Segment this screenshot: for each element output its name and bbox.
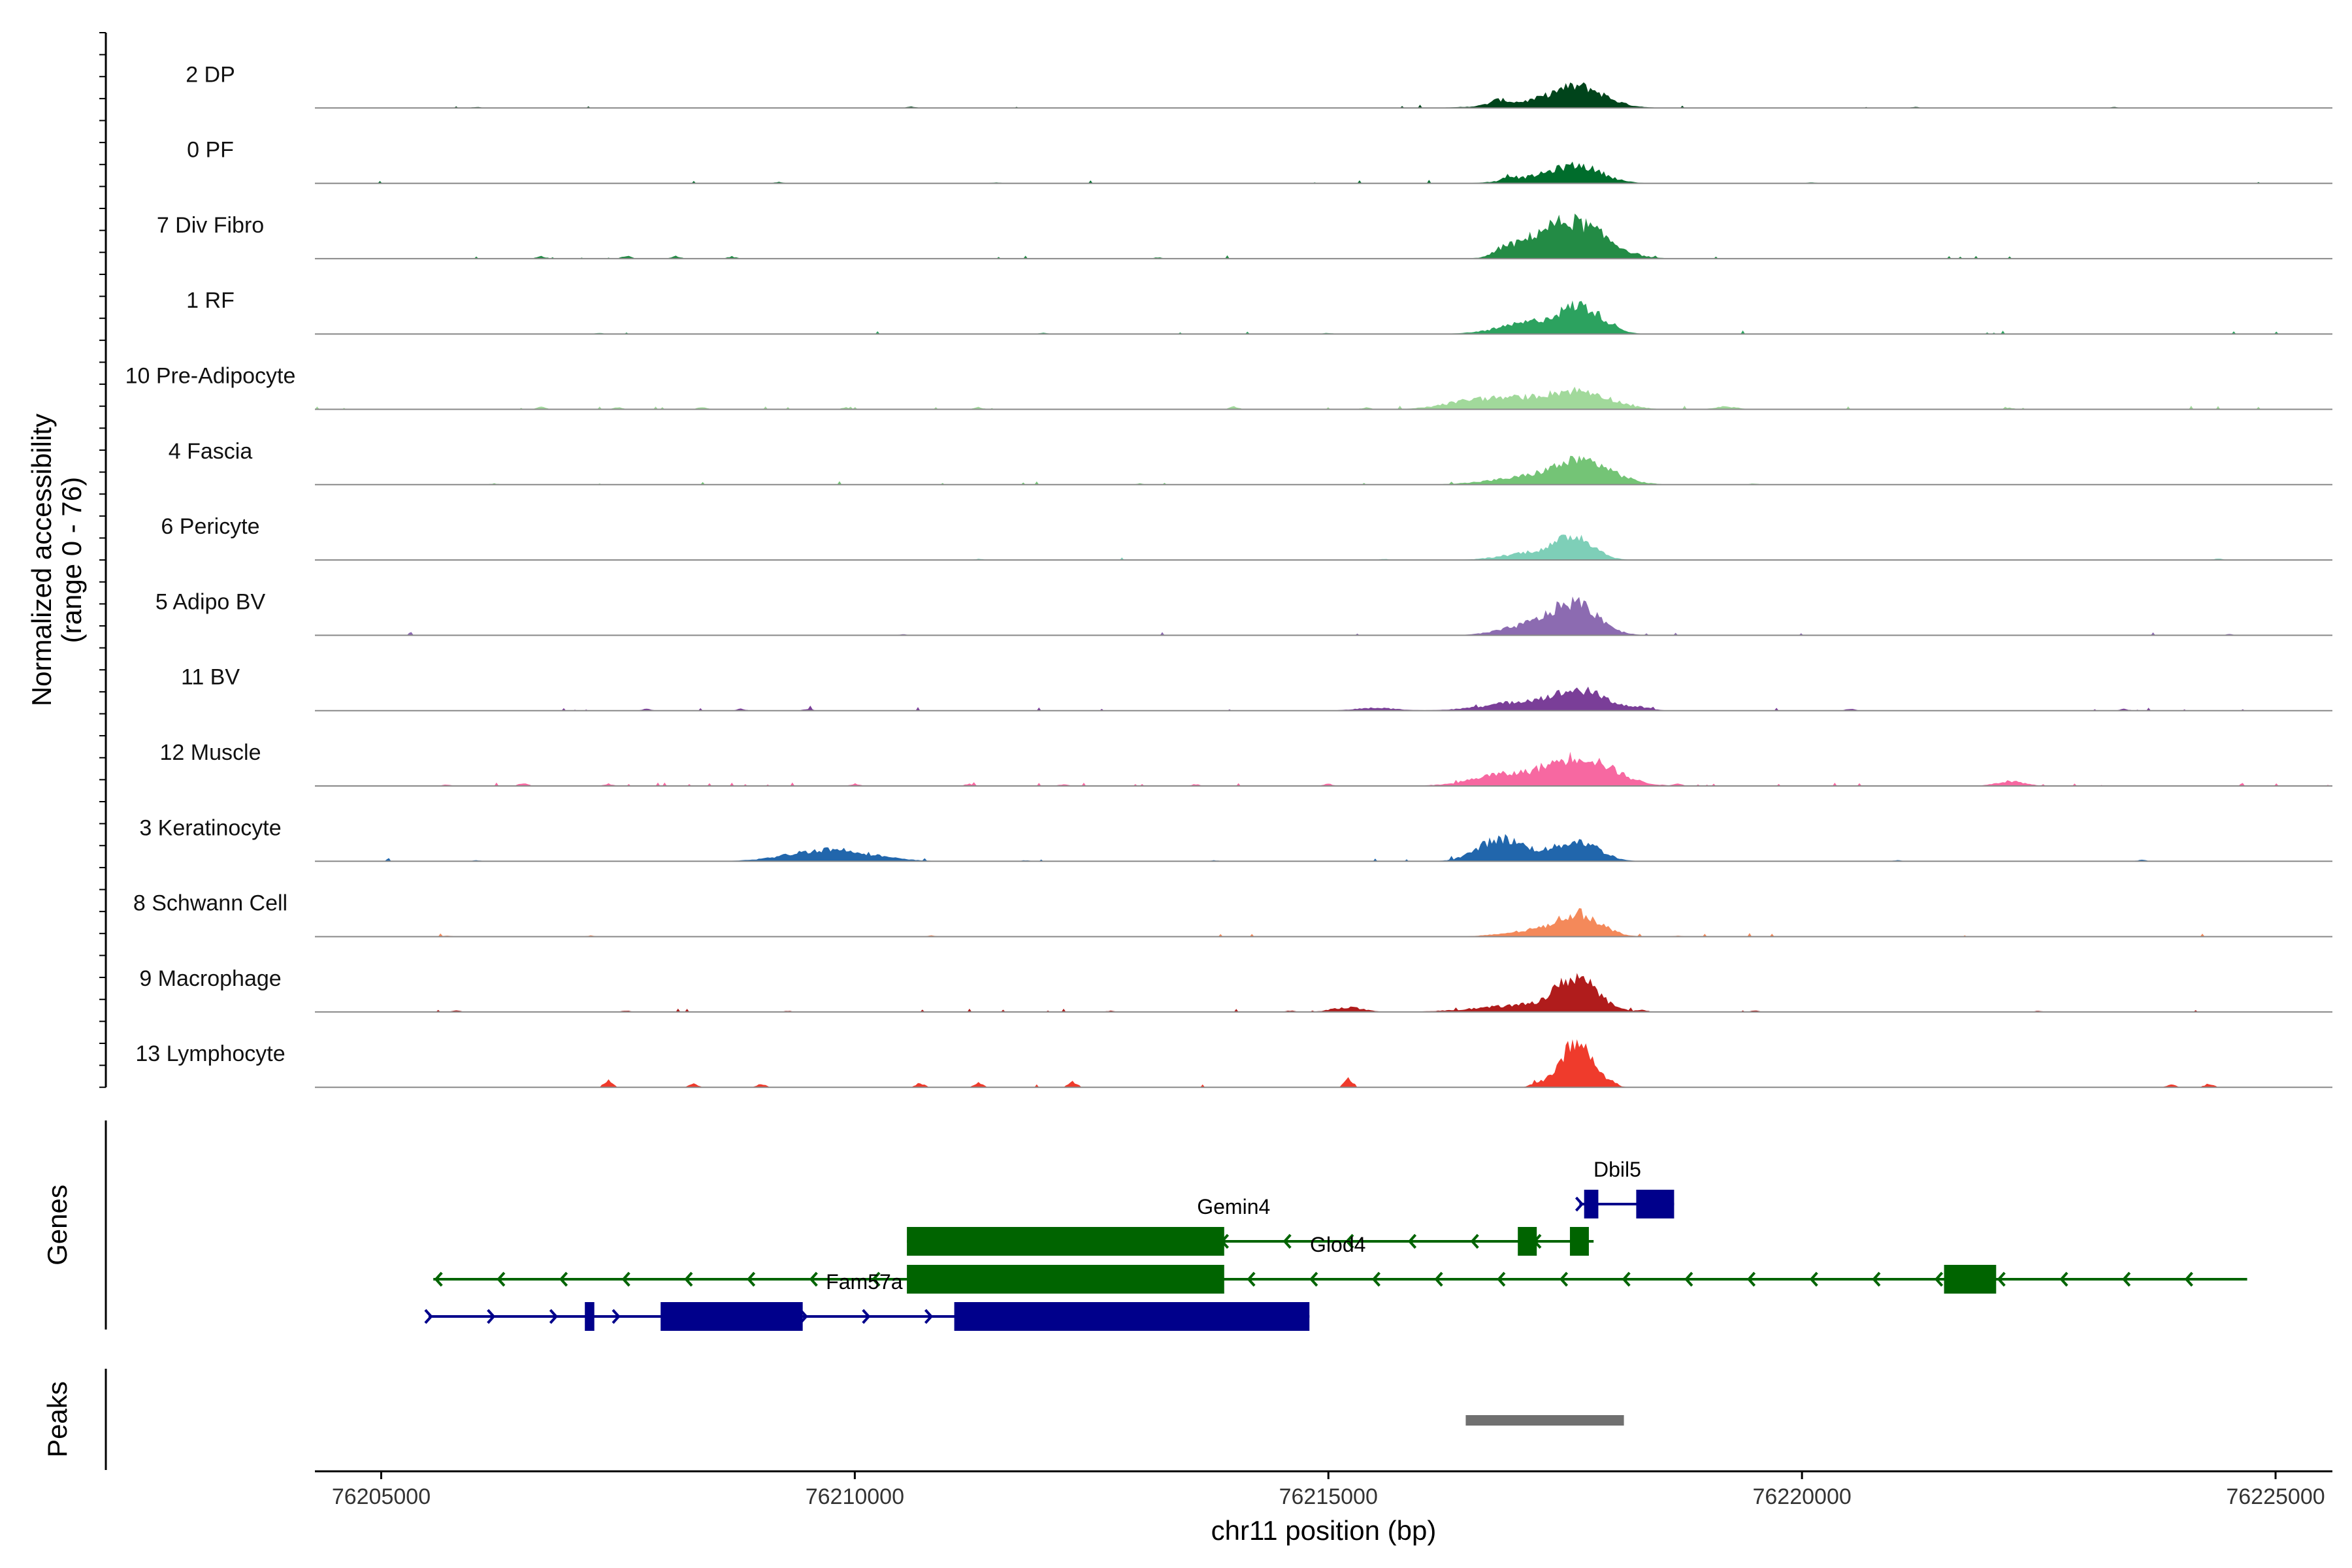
strand-arrow-glod4 [621,1271,630,1287]
strand-arrow-glod4 [1247,1271,1256,1287]
x-tick-label-2: 76215000 [1279,1484,1378,1509]
strand-arrow-glod4 [559,1271,568,1287]
coverage-area-6 [315,534,2332,561]
gene-label-dbil5: Dbil5 [1593,1158,1641,1181]
exon-dbil5-1 [1636,1190,1674,1218]
x-tick-label-4: 76225000 [2226,1484,2325,1509]
gene-label-glod4: Glod4 [1310,1233,1365,1256]
track-label-12: 9 Macrophage [139,966,281,991]
track-label-5: 4 Fascia [169,439,253,464]
gene-label-gemin4: Gemin4 [1197,1195,1270,1218]
y-axis-subtitle: (range 0 - 76) [56,477,87,643]
strand-arrow-glod4 [1497,1271,1506,1287]
coverage-area-5 [315,455,2332,485]
coverage-area-10 [315,834,2332,862]
track-label-6: 6 Pericyte [161,514,259,539]
strand-arrow-dbil5 [1575,1196,1584,1212]
exon-fam57a-0 [585,1302,595,1331]
peaks-panel-title: Peaks [42,1381,73,1458]
peak-region-0 [1465,1415,1624,1426]
coverage-area-1 [315,161,2332,184]
x-tick-label-0: 76205000 [332,1484,431,1509]
y-axis-title: Normalized accessibility [26,414,57,706]
exon-fam57a-1 [661,1302,803,1331]
coverage-area-9 [315,751,2332,786]
strand-arrow-glod4 [1309,1271,1318,1287]
strand-arrow-glod4 [1934,1271,1944,1287]
track-label-10: 3 Keratinocyte [139,815,281,840]
strand-arrow-fam57a [424,1309,433,1324]
strand-arrow-gemin4 [1345,1233,1354,1249]
x-tick-label-3: 76220000 [1752,1484,1851,1509]
track-label-7: 5 Adipo BV [155,589,266,614]
strand-arrow-gemin4 [1282,1233,1292,1249]
strand-arrow-glod4 [1684,1271,1693,1287]
strand-arrow-glod4 [2122,1271,2131,1287]
coverage-area-7 [315,596,2332,636]
strand-arrow-glod4 [2059,1271,2068,1287]
coverage-area-12 [315,973,2332,1012]
exon-fam57a-2 [954,1302,1310,1331]
strand-arrow-glod4 [1872,1271,1881,1287]
coverage-area-11 [315,908,2332,937]
genes-panel-title: Genes [42,1184,73,1266]
coverage-area-4 [315,386,2332,410]
track-label-11: 8 Schwann Cell [133,891,287,916]
coverage-area-3 [315,300,2332,335]
coverage-area-0 [315,82,2332,108]
exon-gemin4-1 [1518,1227,1537,1256]
strand-arrow-fam57a [549,1309,559,1324]
strand-arrow-fam57a [612,1309,621,1324]
exon-glod4-0 [907,1265,1224,1294]
strand-arrow-glod4 [746,1271,756,1287]
strand-arrow-glod4 [1809,1271,1818,1287]
strand-arrow-fam57a [924,1309,934,1324]
track-label-8: 11 BV [181,665,240,690]
track-label-4: 10 Pre-Adipocyte [125,364,296,389]
strand-arrow-glod4 [1997,1271,2006,1287]
strand-arrow-glod4 [2184,1271,2193,1287]
strand-arrow-glod4 [1559,1271,1569,1287]
strand-arrow-glod4 [1434,1271,1443,1287]
x-tick-label-1: 76210000 [806,1484,904,1509]
strand-arrow-glod4 [1746,1271,1756,1287]
strand-arrow-gemin4 [1407,1233,1417,1249]
exon-gemin4-0 [907,1227,1224,1256]
strand-arrow-fam57a [862,1309,871,1324]
coverage-area-8 [315,686,2332,711]
strand-arrow-glod4 [1371,1271,1380,1287]
track-label-2: 7 Div Fibro [157,213,264,238]
x-axis-title: chr11 position (bp) [1211,1515,1437,1546]
strand-arrow-glod4 [497,1271,506,1287]
track-label-1: 0 PF [187,138,234,163]
coverage-area-2 [315,213,2332,259]
strand-arrow-glod4 [434,1271,443,1287]
track-label-0: 2 DP [186,62,235,87]
strand-arrow-glod4 [1622,1271,1631,1287]
exon-gemin4-2 [1569,1227,1589,1256]
strand-arrow-glod4 [809,1271,818,1287]
exon-dbil5-0 [1584,1190,1599,1218]
track-label-3: 1 RF [186,288,235,313]
coverage-area-13 [315,1039,2332,1088]
strand-arrow-glod4 [684,1271,693,1287]
track-label-13: 13 Lymphocyte [135,1041,285,1066]
track-label-9: 12 Muscle [160,740,261,765]
gene-label-fam57a: Fam57a [826,1270,903,1294]
strand-arrow-glod4 [872,1271,881,1287]
strand-arrow-gemin4 [1470,1233,1479,1249]
exon-glod4-1 [1944,1265,1997,1294]
strand-arrow-fam57a [487,1309,496,1324]
